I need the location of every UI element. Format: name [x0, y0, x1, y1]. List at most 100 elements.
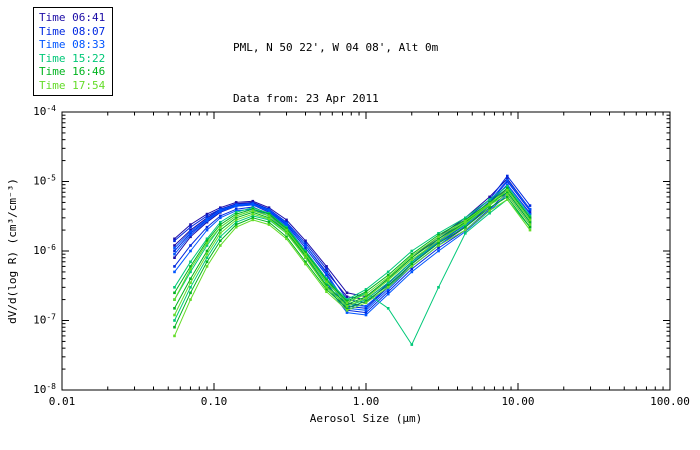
series-marker: [219, 225, 222, 229]
series-marker: [386, 277, 390, 280]
series-marker: [189, 228, 192, 232]
series-marker: [464, 228, 467, 232]
series-marker: [205, 244, 209, 247]
series-marker: [386, 278, 390, 282]
series-marker: [364, 288, 368, 291]
legend-item-3: Time 15:22: [39, 51, 106, 65]
series-marker: [205, 241, 209, 245]
series-marker: [234, 211, 238, 214]
series-line-3: [174, 180, 531, 309]
series-marker: [267, 212, 271, 216]
series-marker: [386, 290, 390, 293]
series-marker: [173, 334, 176, 338]
series-marker: [345, 303, 349, 306]
series-marker: [325, 278, 328, 282]
plot-title-block: PML, N 50 22', W 04 08', Alt 0m Data fro…: [233, 5, 438, 141]
series-marker: [464, 222, 467, 225]
series-marker: [410, 252, 414, 256]
series-marker: [464, 225, 467, 229]
series-marker: [173, 244, 176, 247]
plot-title-line2: Data from: 23 Apr 2011: [233, 92, 379, 105]
series-marker: [506, 185, 509, 188]
series-marker: [267, 220, 271, 224]
series-marker: [285, 230, 288, 233]
series-marker: [364, 309, 368, 312]
series-marker: [506, 198, 509, 201]
series-marker: [234, 201, 238, 204]
series-marker: [437, 241, 440, 245]
series-marker: [410, 258, 414, 261]
series-marker: [285, 222, 288, 225]
series-marker: [437, 232, 440, 235]
series-marker: [189, 267, 192, 271]
series-marker: [364, 313, 368, 317]
series-marker: [506, 177, 509, 180]
series-marker: [345, 309, 349, 312]
series-marker: [506, 191, 509, 194]
series-marker: [528, 220, 532, 224]
series-marker: [325, 265, 328, 268]
series-marker: [251, 214, 255, 218]
series-marker: [410, 254, 414, 258]
series-marker: [189, 298, 192, 301]
series-marker: [410, 270, 414, 274]
series-line-6: [174, 183, 531, 311]
series-marker: [173, 249, 176, 253]
x-axis-label: Aerosol Size (μm): [310, 412, 423, 425]
series-marker: [304, 256, 307, 259]
series-marker: [528, 207, 532, 211]
series-marker: [285, 218, 288, 222]
series-line-2: [174, 177, 531, 298]
legend-item-0: Time 06:41: [39, 11, 106, 24]
series-marker: [304, 260, 307, 264]
series-marker: [464, 232, 467, 235]
series-marker: [219, 208, 222, 212]
series-marker: [386, 288, 390, 291]
series-marker: [325, 284, 328, 287]
series-marker: [285, 225, 288, 229]
series-marker: [251, 211, 255, 214]
series-marker: [364, 299, 368, 303]
series-marker: [386, 273, 390, 277]
series-marker: [189, 260, 192, 264]
series-marker: [205, 249, 209, 253]
series-marker: [364, 296, 368, 300]
series-marker: [173, 325, 176, 329]
series-marker: [234, 212, 238, 216]
y-axis-label: dV/d(log R) (cm³/cm⁻³): [6, 178, 19, 324]
x-tick-label: 100.00: [650, 395, 690, 408]
series-marker: [205, 228, 209, 232]
y-tick-label: 10-8: [33, 382, 56, 396]
series-marker: [234, 205, 238, 208]
series-marker: [219, 228, 222, 232]
series-marker: [410, 267, 414, 271]
series-marker: [528, 209, 532, 212]
series-marker: [205, 225, 209, 229]
series-line-8: [174, 179, 531, 307]
series-marker: [528, 204, 532, 207]
series-marker: [410, 343, 414, 346]
series-marker: [364, 292, 368, 296]
series-marker: [386, 281, 390, 284]
series-marker: [234, 214, 238, 218]
series-marker: [506, 178, 509, 182]
x-tick-label: 0.01: [49, 395, 76, 408]
series-marker: [410, 260, 414, 264]
series-marker: [488, 209, 491, 212]
series-marker: [410, 262, 414, 266]
x-tick-label: 10.00: [501, 395, 534, 408]
series-marker: [325, 273, 328, 277]
y-tick-label: 10-7: [33, 313, 56, 327]
series-marker: [386, 275, 390, 279]
series-line-11: [174, 185, 531, 301]
series-marker: [219, 223, 222, 226]
series-marker: [219, 214, 222, 218]
series-marker: [189, 225, 192, 229]
series-marker: [173, 256, 176, 259]
series-marker: [251, 212, 255, 216]
series-marker: [386, 307, 390, 310]
series-marker: [506, 188, 509, 192]
series-marker: [267, 217, 271, 221]
series-marker: [488, 202, 491, 205]
